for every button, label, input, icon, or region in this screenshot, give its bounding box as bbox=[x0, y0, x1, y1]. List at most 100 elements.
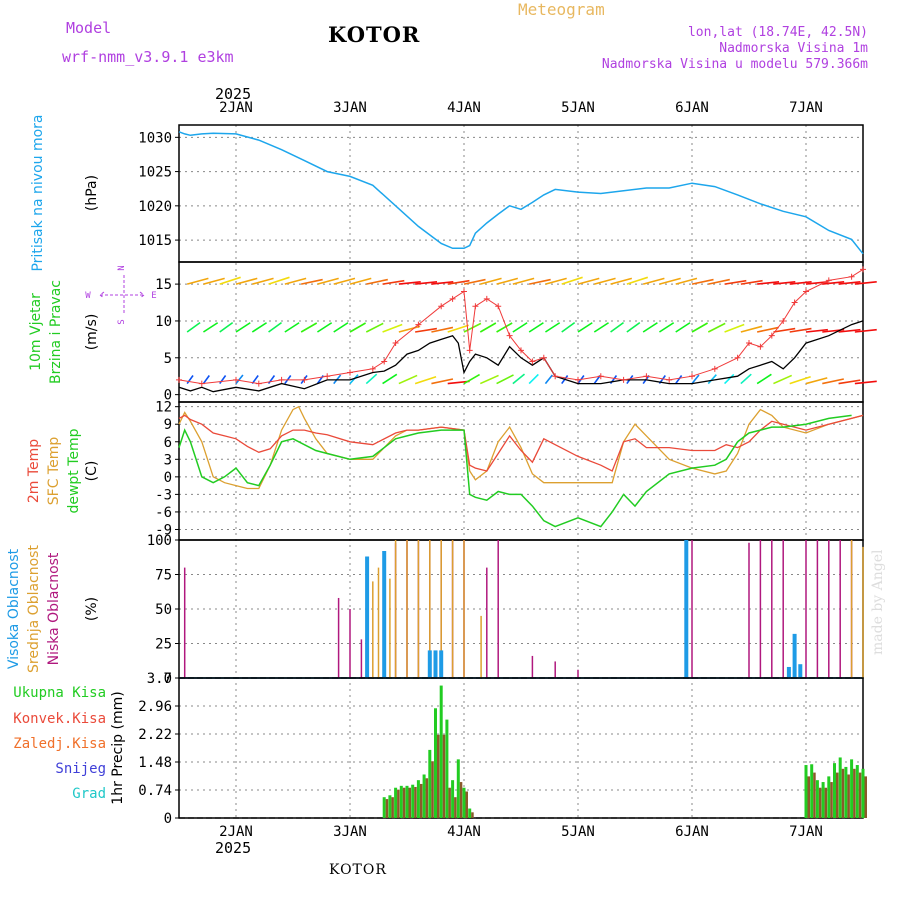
cloud-label-high: Visoka Oblacnost bbox=[6, 548, 22, 669]
wind-arrow bbox=[577, 277, 600, 285]
wind-arrow bbox=[219, 375, 227, 385]
wind-arrow bbox=[642, 322, 658, 333]
wind-arrow bbox=[317, 277, 339, 285]
precip-total-bar bbox=[810, 764, 814, 818]
wind-arrow bbox=[284, 277, 307, 285]
wind-arrow bbox=[431, 326, 454, 333]
y-tick-label: 3.7 bbox=[147, 671, 172, 687]
model-elevation-info: Nadmorska Visina u modelu 579.366m bbox=[601, 57, 868, 72]
compass-n: N bbox=[117, 265, 127, 270]
cloud-label-mid: Srednja Oblacnost bbox=[26, 545, 42, 673]
y-tick-label: 50 bbox=[155, 602, 172, 618]
wind-speed-line bbox=[178, 320, 864, 393]
y-tick-label: 75 bbox=[155, 568, 172, 584]
wind-gust-marker bbox=[466, 347, 473, 354]
compass-arrows bbox=[99, 275, 145, 315]
precip-conv-bar bbox=[454, 797, 457, 818]
y-tick-label: 12 bbox=[155, 400, 172, 416]
wind-gust-marker bbox=[233, 376, 239, 383]
precip-conv-bar bbox=[807, 776, 810, 818]
y-tick-label: -6 bbox=[155, 505, 172, 521]
wind-arrow bbox=[415, 281, 438, 285]
wind-arrow bbox=[365, 322, 384, 333]
wind-arrow bbox=[805, 377, 828, 385]
wind-gust-marker bbox=[369, 365, 376, 372]
compass-e: E bbox=[151, 291, 156, 301]
wind-arrow bbox=[316, 322, 333, 333]
wind-gust-marker bbox=[746, 340, 752, 347]
wind-arrow bbox=[675, 375, 683, 385]
wind-arrow bbox=[365, 373, 378, 385]
wind-arrow bbox=[496, 322, 513, 333]
wind-arrow bbox=[658, 322, 675, 333]
day-label-top: 7JAN bbox=[789, 100, 823, 116]
wind-gust-marker bbox=[324, 373, 331, 380]
precip-conv-bar bbox=[397, 789, 400, 818]
wind-gust-marker bbox=[347, 369, 353, 376]
day-label-bottom: 5JAN bbox=[561, 824, 595, 840]
wind-arrow bbox=[691, 322, 708, 333]
wind-arrow bbox=[756, 326, 779, 333]
y-tick-label: 0 bbox=[164, 388, 172, 404]
precip-unit: 1hr Precip (mm) bbox=[110, 691, 126, 804]
wind-arrow bbox=[414, 376, 437, 385]
pressure-panel: 1015 1020 1025 1030 bbox=[138, 124, 864, 263]
precip-conv-bar bbox=[402, 787, 406, 818]
day-label-bottom: 3JAN bbox=[333, 824, 367, 840]
day-label-top: 4JAN bbox=[447, 100, 481, 116]
temperature-frame bbox=[178, 401, 864, 541]
wind-gust-marker bbox=[791, 299, 798, 306]
wind-arrow bbox=[235, 374, 244, 385]
wind-gust-marker bbox=[825, 277, 832, 284]
precip-total-bar bbox=[827, 776, 831, 818]
precip-total-bar bbox=[428, 749, 432, 818]
wind-arrow bbox=[251, 322, 267, 333]
lonlat-info: lon,lat (18.74E, 42.5N) bbox=[687, 25, 868, 40]
y-tick-label: -3 bbox=[155, 487, 172, 503]
wind-arrow bbox=[642, 277, 665, 285]
meteogram-title: Meteogram bbox=[518, 0, 605, 19]
wind-gust-marker bbox=[620, 376, 627, 383]
wind-arrow bbox=[724, 279, 747, 285]
wind-arrow bbox=[235, 277, 258, 285]
wind-arrow bbox=[626, 321, 641, 333]
wind-gust-marker bbox=[529, 358, 536, 365]
wind-arrow bbox=[740, 373, 752, 385]
wind-arrow bbox=[528, 322, 544, 333]
wind-arrow bbox=[349, 322, 366, 333]
year-bottom: 2025 bbox=[215, 839, 252, 857]
wind-arrow bbox=[415, 327, 437, 333]
wind-arrow bbox=[773, 327, 796, 333]
day-label-bottom: 7JAN bbox=[789, 824, 823, 840]
watermark: made by Angel bbox=[870, 549, 886, 656]
wind-gust-marker bbox=[415, 321, 422, 328]
wind-arrow bbox=[805, 328, 828, 333]
wind-gust-marker bbox=[392, 340, 399, 347]
wind-arrow bbox=[577, 322, 593, 333]
wind-gust-marker bbox=[768, 332, 775, 339]
y-tick-label: 100 bbox=[147, 533, 172, 549]
wind-arrow bbox=[219, 321, 234, 333]
y-tick-label: -9 bbox=[155, 522, 172, 538]
temp-label-sfc: SFC Temp bbox=[46, 437, 62, 506]
y-tick-label: 25 bbox=[155, 637, 172, 653]
precip-conv-bar bbox=[408, 787, 411, 818]
precip-total-bar bbox=[468, 808, 472, 818]
wind-gust-marker bbox=[860, 266, 866, 273]
wind-arrow bbox=[773, 374, 793, 385]
wind-arrow bbox=[479, 322, 497, 333]
precip-conv-bar bbox=[847, 774, 850, 818]
wind-arrow bbox=[756, 373, 772, 385]
precip-conv-bar bbox=[853, 768, 856, 818]
wind-arrow bbox=[545, 277, 567, 285]
precip-conv-bar bbox=[836, 772, 839, 818]
wind-gust-marker bbox=[198, 380, 205, 387]
wind-gust-marker bbox=[518, 347, 524, 354]
y-tick-label: 1.48 bbox=[138, 755, 172, 771]
pressure-unit: (hPa) bbox=[84, 175, 100, 211]
wind-arrow bbox=[675, 322, 691, 333]
precip-conv-bar bbox=[414, 786, 417, 818]
precip-conv-bar bbox=[813, 772, 816, 818]
wind-arrow bbox=[463, 278, 486, 285]
